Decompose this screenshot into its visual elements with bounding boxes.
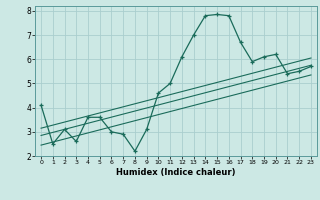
X-axis label: Humidex (Indice chaleur): Humidex (Indice chaleur): [116, 168, 236, 177]
